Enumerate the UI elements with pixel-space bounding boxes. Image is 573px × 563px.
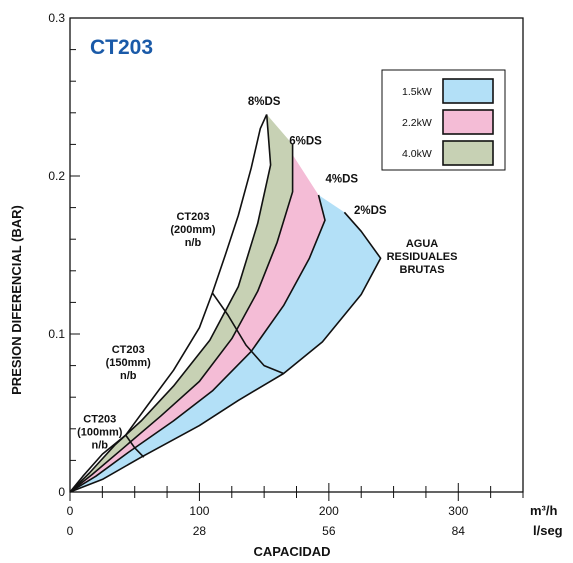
y-tick-label: 0.2 [48, 169, 65, 183]
y-tick-label: 0 [58, 485, 65, 499]
x-tick-label-primary: 100 [189, 504, 209, 518]
region-1-5kw [70, 195, 381, 492]
y-axis-title: PRESION DIFERENCIAL (BAR) [9, 205, 24, 395]
x-tick-label-primary: 300 [448, 504, 468, 518]
y-tick-label: 0.3 [48, 11, 65, 25]
curve-4-ds [69, 194, 326, 493]
legend-swatch-4-0kw [442, 140, 494, 166]
x-unit-secondary: l/seg [533, 523, 563, 538]
boundary-upper [69, 114, 268, 493]
x-tick-label-primary: 0 [67, 504, 74, 518]
legend-swatch-1-5kw [442, 78, 494, 104]
legend-label: 2.2kW [402, 117, 432, 129]
ticks [69, 17, 524, 501]
annotation-8-ds: 8%DS [248, 96, 281, 108]
tick-labels: 0 100 200 300 0 28 56 84 0 0.1 0.2 0.3 [48, 11, 468, 538]
legend-swatch-2-2kw [442, 109, 494, 135]
chart-title: CT203 [90, 36, 153, 59]
boundary-mid [211, 292, 284, 375]
legend: 1.5kW 2.2kW 4.0kW [381, 69, 506, 171]
x-tick-label-secondary: 28 [193, 524, 207, 538]
legend-label: 4.0kW [402, 148, 432, 160]
boundary-inner [125, 434, 145, 458]
annotation-ct203-150mm-n-b: CT203 (150mm) n/b [106, 344, 152, 382]
x-tick-label-secondary: 56 [322, 524, 336, 538]
y-tick-label: 0.1 [48, 327, 65, 341]
annotation-2-ds: 2%DS [354, 205, 387, 217]
curves [69, 114, 382, 493]
annotation-agua-residuales-brutas: AGUA RESIDUALES BRUTAS [387, 238, 458, 276]
x-axis-title: CAPACIDAD [253, 544, 330, 559]
annotation-ct203-100mm-n-b: CT203 (100mm) n/b [77, 413, 123, 451]
curve-8-ds [69, 114, 272, 493]
curve-6-ds [69, 144, 294, 493]
annotation-ct203-200mm-n-b: CT203 (200mm) n/b [170, 211, 216, 249]
x-tick-label-secondary: 0 [67, 524, 74, 538]
annotation-4-ds: 4%DS [325, 173, 358, 185]
x-tick-label-primary: 200 [319, 504, 339, 518]
x-unit-primary: m³/h [530, 503, 558, 518]
legend-label: 1.5kW [402, 86, 432, 98]
x-tick-label-secondary: 84 [452, 524, 466, 538]
annotations: CT203 (200mm) n/b CT203 (150mm) n/b CT203 (100m… [77, 96, 457, 452]
annotation-6-ds: 6%DS [289, 135, 322, 147]
